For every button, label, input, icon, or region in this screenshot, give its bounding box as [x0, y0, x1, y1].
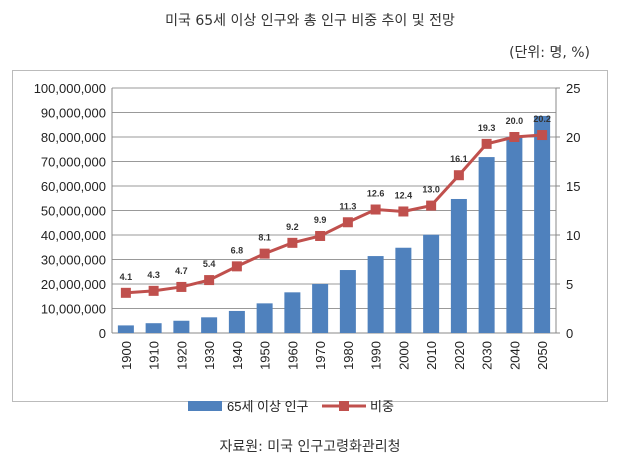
left-tick-label: 0 [99, 326, 106, 341]
data-label: 13.0 [422, 185, 440, 195]
bar [117, 325, 134, 333]
data-label: 16.1 [450, 154, 468, 164]
source-note: 자료원: 미국 인구고령화관리청 [219, 439, 401, 455]
bar [534, 115, 551, 334]
x-tick-label: 1940 [230, 341, 245, 370]
data-label: 19.3 [478, 123, 496, 133]
bar [256, 303, 273, 333]
bar [478, 157, 495, 333]
legend-bar-label: 65세 이상 인구 [227, 399, 309, 414]
line-marker [148, 285, 159, 296]
line-marker [537, 130, 548, 141]
x-tick-label: 1900 [119, 341, 134, 370]
left-tick-label: 90,000,000 [41, 106, 106, 121]
chart-svg: 0 10,000,000 20,000,000 30,000,000 40,000,00… [34, 81, 581, 414]
right-tick-label: 0 [566, 326, 573, 341]
line-marker [370, 204, 381, 215]
bar [228, 310, 245, 333]
bar [284, 292, 301, 333]
left-tick-label: 50,000,000 [41, 204, 106, 219]
bar [145, 323, 162, 333]
line-marker [287, 237, 298, 248]
x-tick-label: 2020 [452, 341, 467, 370]
bar [367, 256, 384, 333]
x-tick-label: 1980 [341, 341, 356, 370]
x-tick-label: 1930 [202, 341, 217, 370]
line-marker [204, 275, 215, 286]
bar [201, 317, 218, 333]
data-label: 5.4 [203, 259, 216, 269]
line-marker [398, 206, 409, 217]
legend-line-marker [339, 401, 349, 411]
chart-frame [12, 70, 608, 402]
line-marker [342, 217, 353, 228]
x-tick-label: 2000 [396, 341, 411, 370]
right-tick-label: 20 [566, 130, 580, 145]
bar [339, 270, 356, 333]
bar [423, 234, 440, 333]
chart-title: 미국 65세 이상 인구와 총 인구 비중 추이 및 전망 [165, 13, 455, 29]
right-tick-label: 5 [566, 277, 573, 292]
left-tick-label: 80,000,000 [41, 130, 106, 145]
line-marker [426, 200, 437, 211]
data-label: 20.2 [533, 114, 551, 124]
left-tick-label: 30,000,000 [41, 253, 106, 268]
x-tick-label: 1970 [313, 341, 328, 370]
right-tick-label: 25 [566, 81, 580, 96]
left-tick-label: 60,000,000 [41, 179, 106, 194]
bar [506, 136, 523, 333]
left-tick-label: 20,000,000 [41, 277, 106, 292]
x-tick-label: 1910 [147, 341, 162, 370]
x-tick-label: 2030 [480, 341, 495, 370]
legend-bar-swatch [188, 401, 222, 411]
line-marker [509, 132, 520, 142]
line-marker [120, 287, 131, 298]
line-marker [259, 248, 270, 259]
left-tick-label: 100,000,000 [34, 81, 106, 96]
data-label: 4.1 [120, 272, 133, 282]
line-marker [481, 138, 492, 149]
data-label: 4.7 [175, 266, 188, 276]
data-label: 4.3 [147, 270, 160, 280]
data-label: 20.0 [506, 116, 524, 126]
bar [450, 198, 467, 333]
left-tick-label: 10,000,000 [41, 302, 106, 317]
data-label: 9.2 [286, 222, 299, 232]
data-label: 6.8 [231, 245, 244, 255]
left-tick-label: 70,000,000 [41, 155, 106, 170]
left-tick-label: 40,000,000 [41, 228, 106, 243]
x-tick-label: 2050 [535, 341, 550, 370]
bar [173, 320, 190, 333]
bar [395, 247, 412, 333]
line-marker [176, 281, 187, 292]
x-tick-label: 1950 [258, 341, 273, 370]
line-marker [453, 170, 464, 181]
unit-note: (단위: 명, %) [509, 45, 590, 61]
bar [312, 284, 329, 333]
x-tick-label: 2040 [507, 341, 522, 370]
line-marker [231, 261, 242, 272]
data-label: 9.9 [314, 215, 327, 225]
right-tick-label: 15 [566, 179, 580, 194]
x-tick-label: 1960 [285, 341, 300, 370]
right-tick-label: 10 [566, 228, 580, 243]
line-marker [315, 230, 326, 241]
x-tick-label: 1990 [369, 341, 384, 370]
data-label: 11.3 [339, 201, 356, 211]
data-label: 8.1 [258, 233, 271, 243]
legend-line-label: 비중 [370, 399, 394, 414]
line-series [125, 133, 543, 295]
data-label: 12.6 [367, 189, 385, 199]
x-tick-label: 1920 [174, 341, 189, 370]
x-tick-label: 2010 [424, 341, 439, 370]
data-label: 12.4 [395, 190, 413, 200]
